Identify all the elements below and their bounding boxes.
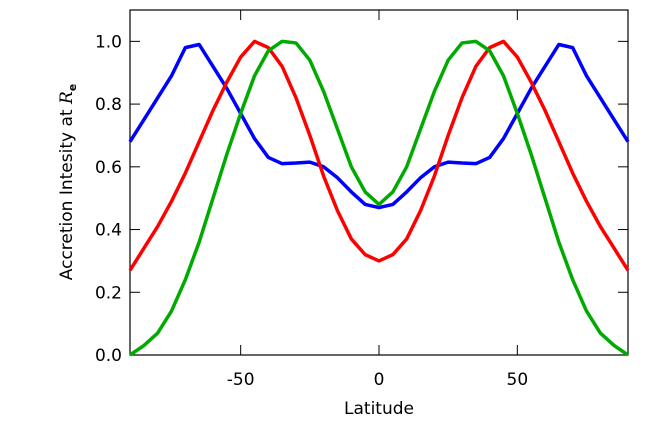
y-tick-label: 0.2 [95,283,122,303]
series-line [128,42,630,210]
y-tick-label: 0.6 [95,158,122,178]
y-axis-label-symbol: R [57,91,77,105]
x-axis-label: Latitude [344,399,414,419]
x-tick-label: -50 [227,370,255,390]
y-tick-label: 0.8 [95,95,122,115]
y-tick-label: 0.4 [95,221,122,241]
x-tick-label: 0 [374,370,385,390]
y-axis-label: Accretion Intesity at Re [57,84,79,280]
y-axis-label-subscript: e [66,84,79,91]
y-axis-label-text: Accretion Intesity at [57,109,77,280]
x-tick-label: 50 [507,370,529,390]
series-line [129,39,629,357]
y-tick-label: 0.0 [95,346,122,366]
plot-frame [129,9,629,356]
y-tick-label: 1.0 [95,32,122,52]
series-line [128,39,630,272]
